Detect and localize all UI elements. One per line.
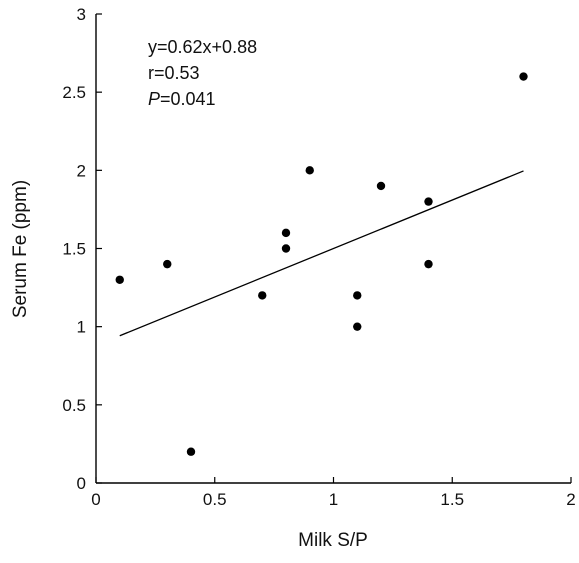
- data-point: [305, 166, 314, 175]
- data-point: [519, 72, 528, 81]
- y-tick-label: 1: [77, 318, 86, 337]
- x-tick-label: 2: [566, 490, 575, 509]
- data-point: [163, 259, 172, 269]
- y-tick-label: 2: [77, 161, 86, 180]
- y-tick-label: 3: [77, 5, 86, 24]
- data-point: [353, 291, 362, 300]
- y-tick-label: 2.5: [62, 83, 86, 102]
- data-point: [376, 181, 386, 191]
- axis-ticks: 0 0.5 1 1.5 2 0 0.5 1 1.5 2 2.5 3: [62, 5, 575, 509]
- x-tick-label: 1.5: [440, 490, 464, 509]
- regression-equation: y=0.62x+0.88: [148, 37, 257, 57]
- p-symbol: P: [148, 89, 160, 109]
- regression-line: [119, 170, 524, 337]
- y-tick-label: 1.5: [62, 240, 86, 259]
- x-tick-label: 1: [329, 490, 338, 509]
- data-point: [353, 322, 362, 331]
- data-point: [115, 275, 124, 284]
- data-point: [424, 259, 433, 269]
- data-point: [424, 197, 433, 206]
- x-tick-label: 0.5: [203, 490, 227, 509]
- x-axis-title: Milk S/P: [298, 530, 368, 551]
- p-value-number: =0.041: [160, 89, 216, 109]
- x-tick-label: 0: [91, 490, 100, 509]
- y-axis-title: Serum Fe (ppm): [10, 180, 31, 318]
- p-value: P=0.041: [148, 89, 216, 109]
- y-tick-label: 0.5: [62, 396, 86, 415]
- data-point: [186, 447, 196, 456]
- y-tick-label: 0: [77, 474, 86, 493]
- annotation-block: y=0.62x+0.88 r=0.53 P=0.041: [148, 37, 257, 109]
- data-points: [115, 72, 528, 456]
- regression-line-group: [119, 170, 524, 337]
- data-point: [281, 228, 291, 238]
- correlation-coefficient: r=0.53: [148, 63, 200, 83]
- data-point: [281, 244, 291, 253]
- data-point: [258, 291, 267, 300]
